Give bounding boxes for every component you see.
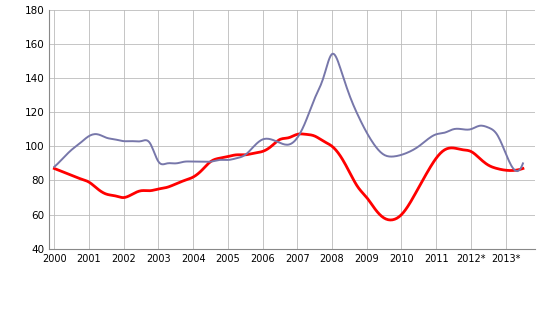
Asuinrakentaminen: [324, 141, 330, 145]
Line: Asuinrakentaminen: Asuinrakentaminen: [55, 134, 523, 220]
Asuinrakentaminen: [424, 170, 431, 174]
Muu rakentaminen: [520, 161, 526, 165]
Muu rakentaminen: [413, 146, 420, 150]
Muu rakentaminen: [329, 52, 336, 56]
Asuinrakentaminen: [87, 181, 93, 185]
Muu rakentaminen: [323, 67, 329, 70]
Asuinrakentaminen: [377, 213, 384, 217]
Muu rakentaminen: [87, 133, 93, 137]
Muu rakentaminen: [482, 124, 488, 128]
Asuinrakentaminen: [51, 167, 58, 170]
Line: Muu rakentaminen: Muu rakentaminen: [55, 54, 523, 171]
Asuinrakentaminen: [298, 132, 305, 136]
Asuinrakentaminen: [414, 188, 421, 192]
Asuinrakentaminen: [520, 167, 526, 170]
Asuinrakentaminen: [387, 218, 394, 222]
Muu rakentaminen: [423, 138, 430, 142]
Muu rakentaminen: [514, 169, 521, 173]
Legend: Asuinrakentaminen, Muu rakentaminen: Asuinrakentaminen, Muu rakentaminen: [141, 315, 443, 319]
Muu rakentaminen: [377, 150, 384, 154]
Muu rakentaminen: [51, 165, 58, 169]
Asuinrakentaminen: [483, 162, 489, 166]
